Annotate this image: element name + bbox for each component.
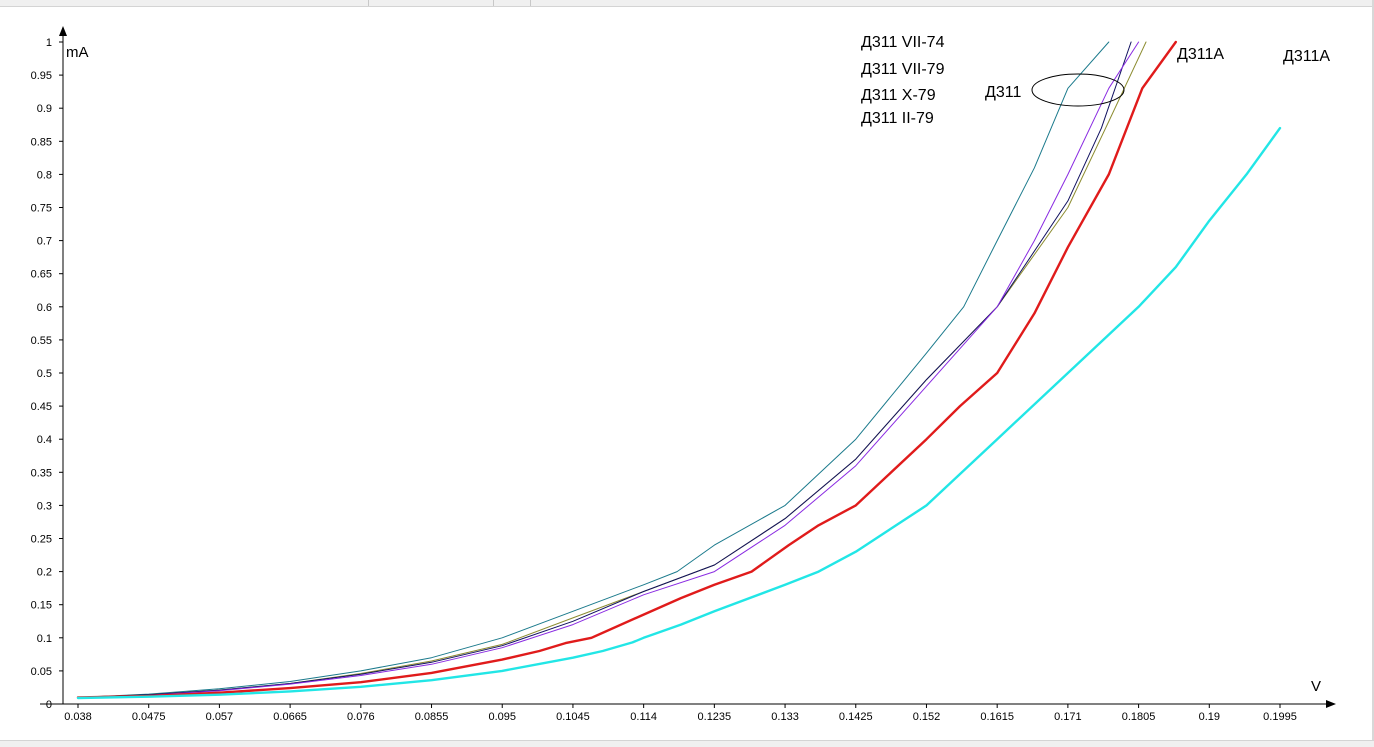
x-tick-label: 0.152: [913, 711, 941, 723]
x-tick-label: 0.0665: [273, 711, 307, 723]
y-axis-label: mA: [66, 44, 89, 61]
series-line: [76, 126, 1282, 700]
y-tick-label: 0.35: [31, 467, 52, 479]
x-tick-label: 0.1805: [1122, 711, 1156, 723]
x-tick-label: 0.1425: [839, 711, 873, 723]
x-tick-label: 0.0475: [132, 711, 166, 723]
annotations: Д311 VII-74 Д311 VII-79 Д311 X-79 Д311 I…: [861, 34, 1330, 127]
x-tick-label: 0.171: [1054, 711, 1082, 723]
y-tick-label: 0.95: [31, 70, 52, 82]
annotation-label: Д311: [985, 84, 1021, 101]
top-bar-divider: [368, 0, 369, 6]
x-tick-label: 0.133: [771, 711, 799, 723]
x-tick-label: 0.1995: [1263, 711, 1297, 723]
top-bar-divider: [530, 0, 531, 6]
series-line: [77, 41, 1132, 698]
y-tick-label: 0.55: [31, 335, 52, 347]
x-tick-label: 0.19: [1199, 711, 1220, 723]
y-tick-label: 0.1: [37, 633, 52, 645]
x-tick-label: 0.114: [630, 711, 657, 723]
y-tick-label: 0.85: [31, 136, 52, 148]
annotation-label: Д311 X-79: [861, 87, 936, 104]
y-tick-label: 0.5: [37, 368, 52, 380]
annotation-label: Д311 II-79: [861, 110, 934, 127]
x-tick-label: 0.095: [488, 711, 516, 723]
y-tick-label: 0.6: [37, 302, 52, 314]
annotation-label: Д311А: [1177, 46, 1224, 63]
y-tick-label: 0.65: [31, 269, 52, 281]
y-tick-label: 0.75: [31, 203, 52, 215]
y-tick-label: 0.9: [37, 103, 52, 115]
series-line: [77, 41, 1110, 698]
y-tick-label: 0.3: [37, 500, 52, 512]
x-ticks: 0.038 0.0475 0.057 0.0665 0.076 0.0855 0.095 0.…: [64, 704, 1297, 723]
y-tick-label: 0.45: [31, 401, 52, 413]
series-line: [77, 41, 1147, 698]
y-tick-label: 0.4: [37, 434, 52, 446]
x-tick-label: 0.1235: [698, 711, 732, 723]
x-tick-label: 0.076: [347, 711, 375, 723]
y-tick-label: 0.2: [37, 567, 52, 579]
y-ticks: 0 0.05 0.1 0.15 0.2 0.25 0.3 0.35 0.4 0.45 0.5 0.55…: [31, 37, 63, 711]
y-tick-label: 1: [46, 37, 52, 49]
annotation-label: Д311 VII-79: [861, 61, 945, 78]
y-tick-label: 0: [46, 699, 52, 711]
x-axis-label: V: [1311, 678, 1321, 695]
y-tick-label: 0.05: [31, 666, 52, 678]
annotation-label: Д311 VII-74: [861, 34, 945, 51]
x-tick-label: 0.057: [206, 711, 234, 723]
top-bar-divider: [493, 0, 494, 6]
y-axis-arrow-icon: [59, 26, 67, 36]
x-tick-label: 0.0855: [415, 711, 449, 723]
y-tick-label: 0.7: [37, 236, 52, 248]
window-right-border: [1372, 0, 1374, 747]
series-lines: [76, 40, 1282, 700]
x-tick-label: 0.1615: [980, 711, 1014, 723]
y-tick-label: 0.25: [31, 534, 52, 546]
x-axis-arrow-icon: [1326, 700, 1336, 708]
group-ellipse: [1031, 73, 1125, 107]
x-tick-label: 0.038: [64, 711, 92, 723]
series-line: [77, 41, 1140, 698]
y-tick-label: 0.15: [31, 600, 52, 612]
y-tick-label: 0.8: [37, 169, 52, 181]
annotation-label: Д311А: [1283, 48, 1330, 65]
window-bottom-bar: [0, 740, 1374, 747]
chart-axes: [40, 26, 1336, 708]
series-line: [76, 40, 1178, 699]
x-tick-label: 0.1045: [556, 711, 590, 723]
window-top-bar: [0, 0, 1374, 7]
